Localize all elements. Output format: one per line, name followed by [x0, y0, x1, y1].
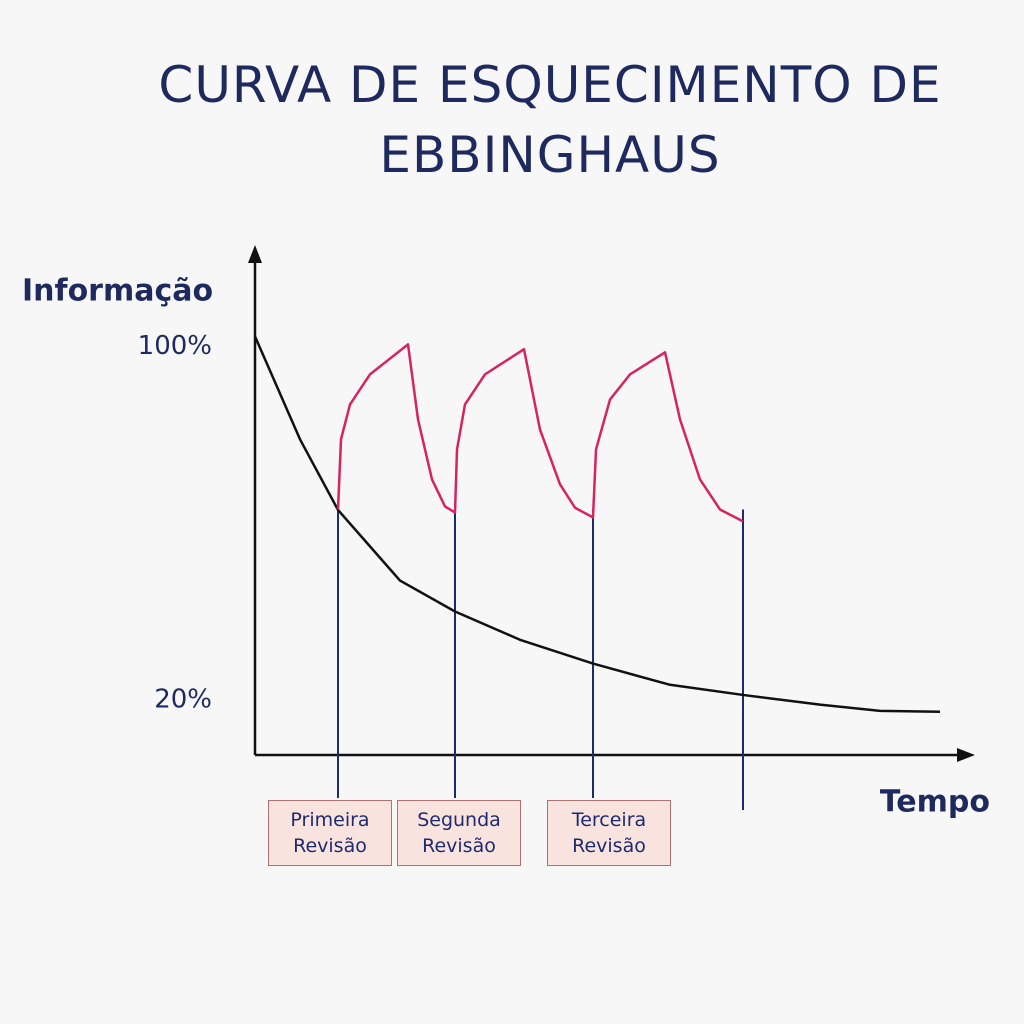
y-tick-label: 20%	[154, 684, 212, 714]
x-axis-label: Tempo	[880, 785, 990, 820]
y-tick-label: 100%	[138, 331, 212, 361]
review-label: Primeira Revisão	[268, 800, 392, 866]
x-axis-arrow	[957, 748, 975, 762]
curve	[336, 343, 744, 523]
review-label: Segunda Revisão	[397, 800, 521, 866]
curve	[253, 335, 941, 713]
review-label: Terceira Revisão	[547, 800, 671, 866]
chart-title: CURVA DE ESQUECIMENTO DE EBBINGHAUS	[158, 56, 942, 184]
y-axis-label: Informação	[22, 274, 213, 309]
y-axis-arrow	[248, 245, 262, 263]
